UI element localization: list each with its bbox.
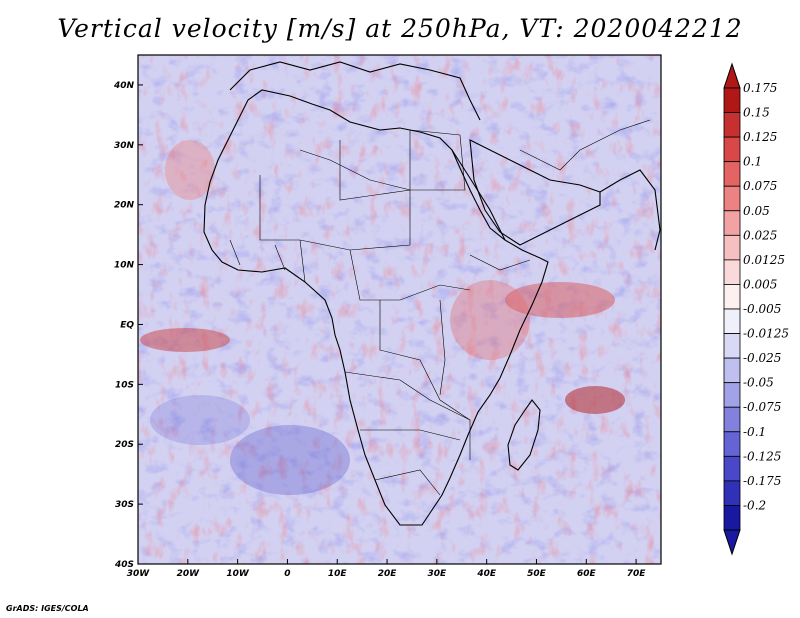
y-tick-label: EQ [120, 320, 134, 330]
colorbar-swatch [723, 234, 741, 261]
map-chart: 30W 20W 10W 0 10E 20E 30E 40E 50E 60E 70E 40S 30S 20… [113, 54, 789, 579]
colorbar: 0.175 0.15 0.125 0.1 0.075 0.05 0.025 0.0125 0.0… [723, 62, 789, 556]
colorbar-label: -0.125 [743, 449, 781, 463]
map-frame [137, 54, 662, 565]
x-tick-label: 20W [177, 569, 201, 579]
x-tick-label: 60E [577, 569, 597, 579]
colorbar-label: 0.15 [743, 106, 770, 120]
colorbar-swatch [723, 161, 741, 187]
colorbar-swatch [723, 357, 741, 384]
colorbar-swatch [723, 259, 741, 285]
y-axis: 40S 30S 20S 10S EQ 10N 20N 30N 40N [113, 81, 143, 570]
colorbar-swatch [723, 112, 741, 138]
colorbar-label: 0.125 [743, 130, 777, 144]
colorbar-swatch [723, 333, 741, 359]
colorbar-swatch [723, 284, 741, 310]
x-axis: 30W 20W 10W 0 10E 20E 30E 40E 50E 60E 70E [127, 559, 647, 579]
x-tick-label: 10E [328, 569, 348, 579]
colorbar-label: 0.075 [743, 179, 777, 193]
colorbar-swatch [723, 431, 741, 457]
x-tick-label: 50E [527, 569, 547, 579]
x-tick-label: 0 [284, 569, 290, 579]
colorbar-label: -0.075 [743, 400, 781, 414]
y-tick-label: 20S [115, 440, 134, 450]
y-tick-label: 30N [114, 141, 135, 151]
colorbar-swatch [723, 480, 741, 506]
colorbar-swatch [723, 455, 741, 482]
velocity-field [138, 55, 661, 564]
colorbar-swatch [723, 185, 741, 212]
y-tick-label: 40S [114, 560, 134, 570]
y-tick-label: 30S [115, 500, 134, 510]
country-borders [229, 119, 651, 496]
colorbar-swatch [723, 136, 741, 163]
colorbar-swatch [723, 382, 741, 408]
grads-credit: GrADS: IGES/COLA [6, 604, 89, 613]
colorbar-label: 0.175 [743, 81, 777, 95]
colorbar-label: -0.2 [743, 498, 766, 512]
africa-coastline [203, 89, 549, 526]
coastlines [203, 61, 661, 526]
x-tick-label: 30E [428, 569, 448, 579]
colorbar-label: -0.005 [743, 302, 781, 316]
red-sea [451, 149, 506, 241]
colorbar-swatch [723, 406, 741, 433]
colorbar-label: 0.1 [743, 155, 762, 169]
colorbar-label: -0.0125 [743, 327, 789, 341]
y-tick-label: 10N [114, 261, 135, 271]
colorbar-bottom-arrow [723, 529, 741, 556]
x-tick-label: 20E [378, 569, 398, 579]
colorbar-swatch [723, 505, 741, 531]
colorbar-swatch [723, 87, 741, 113]
colorbar-label: 0.025 [743, 228, 777, 242]
colorbar-label: 0.005 [743, 277, 777, 291]
colorbar-swatch [723, 308, 741, 334]
asia-coastline [599, 169, 661, 251]
europe-coastline [229, 61, 481, 121]
colorbar-label: -0.175 [743, 474, 781, 488]
map-title: Vertical velocity [m/s] at 250hPa, VT: 2… [57, 14, 743, 43]
colorbar-swatch [723, 210, 741, 236]
colorbar-label: 0.0125 [743, 253, 785, 267]
colorbar-label: -0.025 [743, 351, 781, 365]
madagascar-coastline [507, 399, 541, 471]
x-tick-label: 70E [627, 569, 647, 579]
y-tick-label: 20N [114, 201, 135, 211]
x-tick-label: 30W [127, 569, 151, 579]
y-tick-label: 40N [113, 81, 135, 91]
colorbar-label: -0.05 [743, 376, 774, 390]
arabia-coastline [469, 139, 601, 246]
x-tick-label: 40E [476, 569, 497, 579]
colorbar-label: 0.05 [743, 204, 770, 218]
colorbar-top-arrow [723, 62, 741, 89]
y-tick-label: 10S [115, 380, 134, 390]
colorbar-label: -0.1 [743, 425, 766, 439]
x-tick-label: 10W [226, 569, 250, 579]
